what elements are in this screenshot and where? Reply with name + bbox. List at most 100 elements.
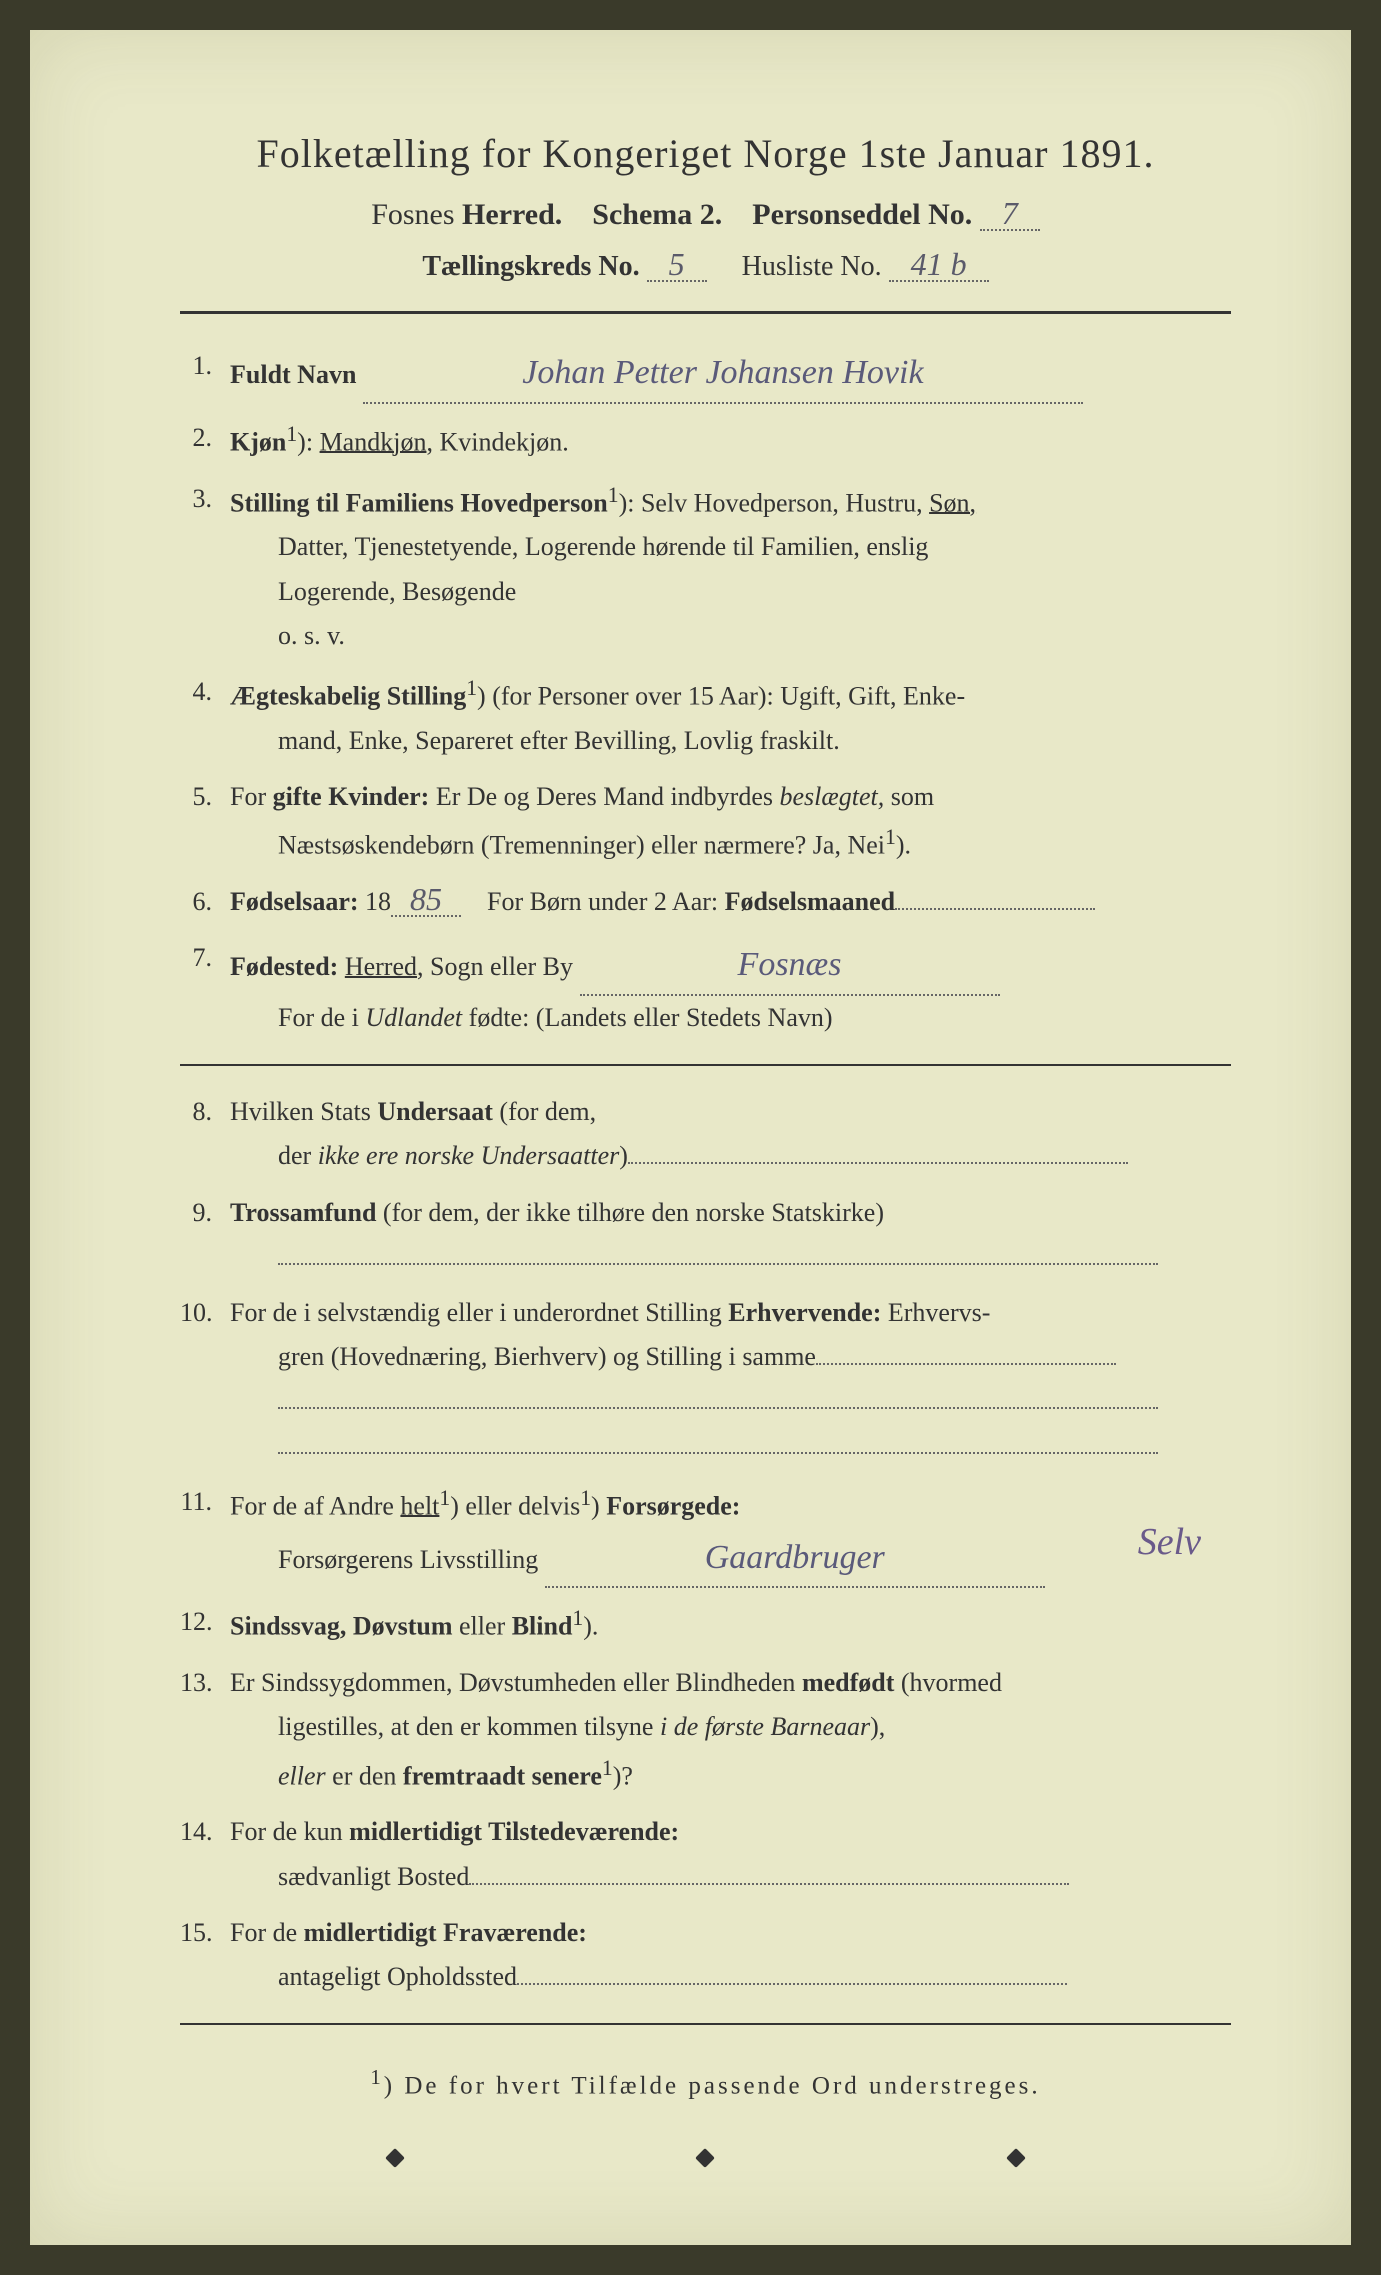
- item-5: 5. For gifte Kvinder: Er De og Deres Man…: [180, 775, 1231, 868]
- item-num: 10.: [180, 1291, 230, 1468]
- label-blind: Blind: [512, 1612, 573, 1641]
- header-row-1: Fosnes Herred. Schema 2. Personseddel No…: [180, 197, 1231, 232]
- husliste-label: Husliste No.: [742, 251, 882, 282]
- taellingskreds-no: 5: [647, 248, 707, 282]
- dot-mark: [385, 2148, 405, 2168]
- label-erhvervende: Erhvervende:: [728, 1298, 881, 1327]
- item-num: 2.: [180, 416, 230, 465]
- opt-son: Søn,: [929, 488, 976, 517]
- item-7: 7. Fødested: Herred, Sogn eller By Fosnæ…: [180, 936, 1231, 1040]
- label-sindssvag: Sindssvag, Døvstum: [230, 1612, 453, 1641]
- item-num: 3.: [180, 477, 230, 658]
- item-4: 4. Ægteskabelig Stilling1) (for Personer…: [180, 670, 1231, 763]
- opholdssted-field: [517, 1983, 1067, 1985]
- divider-bottom: [180, 2023, 1231, 2025]
- opt-mandkjon: Mandkjøn: [320, 427, 427, 456]
- binding-marks: [180, 2151, 1231, 2165]
- item-3-line2: Datter, Tjenestetyende, Logerende hørend…: [230, 525, 1231, 569]
- erhverv-field-1: [816, 1363, 1116, 1365]
- margin-selv: Selv: [1138, 1510, 1201, 1575]
- opt-kvindekjon: Kvindekjøn.: [439, 427, 568, 456]
- fodested-field: Fosnæs: [580, 936, 1000, 996]
- item-3-line4: o. s. v.: [230, 614, 1231, 658]
- item-10-line2: gren (Hovednæring, Bierhverv) og Stillin…: [230, 1335, 1231, 1379]
- item-num: 13.: [180, 1661, 230, 1798]
- personseddel-no: 7: [980, 197, 1040, 231]
- divider-top: [180, 311, 1231, 314]
- item-13-line2: ligestilles, at den er kommen tilsyne i …: [230, 1705, 1231, 1749]
- undersaat-field: [628, 1162, 1128, 1164]
- fuldt-navn-value: Johan Petter Johansen Hovik: [522, 354, 923, 391]
- taellingskreds-label: Tællingskreds No.: [422, 251, 639, 282]
- item-4-line2: mand, Enke, Separeret efter Bevilling, L…: [230, 719, 1231, 763]
- label-fodested: Fødested:: [230, 952, 338, 981]
- header-row-2: Tællingskreds No. 5 Husliste No. 41 b: [180, 248, 1231, 283]
- label-kjon: Kjøn: [230, 427, 286, 456]
- fodested-value: Fosnæs: [738, 946, 842, 983]
- schema-label: Schema 2.: [592, 198, 722, 231]
- herred-handwritten: Fosnes: [371, 198, 454, 231]
- item-num: 8.: [180, 1090, 230, 1178]
- item-num: 9.: [180, 1191, 230, 1279]
- item-num: 15.: [180, 1911, 230, 1999]
- item-14: 14. For de kun midlertidigt Tilstedevære…: [180, 1810, 1231, 1898]
- item-9: 9. Trossamfund (for dem, der ikke tilhør…: [180, 1191, 1231, 1279]
- label-gifte-kvinder: gifte Kvinder:: [273, 782, 430, 811]
- bosted-field: [469, 1883, 1069, 1885]
- opt-herred: Herred: [345, 952, 417, 981]
- forsorger-field: Gaardbruger: [545, 1529, 1045, 1589]
- item-num: 12.: [180, 1600, 230, 1649]
- herred-label: Herred.: [462, 198, 562, 231]
- label-fodselsmaaned: Fødselsmaaned: [725, 887, 895, 916]
- item-6: 6. Fødselsaar: 1885 For Børn under 2 Aar…: [180, 880, 1231, 924]
- item-8: 8. Hvilken Stats Undersaat (for dem, der…: [180, 1090, 1231, 1178]
- item-10: 10. For de i selvstændig eller i underor…: [180, 1291, 1231, 1468]
- label-fodselsaar: Fødselsaar:: [230, 887, 359, 916]
- label-fravaerende: midlertidigt Fraværende:: [304, 1918, 587, 1947]
- item-11-line2: Forsørgerens Livsstilling Gaardbruger: [230, 1529, 1231, 1589]
- personseddel-label: Personseddel No.: [752, 198, 972, 231]
- item-3: 3. Stilling til Familiens Hovedperson1):…: [180, 477, 1231, 658]
- forsorger-value: Gaardbruger: [705, 1539, 885, 1576]
- item-11: 11. For de af Andre helt1) eller delvis1…: [180, 1480, 1231, 1589]
- item-num: 14.: [180, 1810, 230, 1898]
- item-3-line3: Logerende, Besøgende: [230, 570, 1231, 614]
- item-15: 15. For de midlertidigt Fraværende: anta…: [180, 1911, 1231, 1999]
- erhverv-field-3: [230, 1424, 1231, 1468]
- label-undersaat: Undersaat: [377, 1097, 493, 1126]
- item-15-line2: antageligt Opholdssted: [230, 1955, 1231, 1999]
- trossamfund-field: [230, 1235, 1231, 1279]
- item-7-line2: For de i Udlandet fødte: (Landets eller …: [230, 996, 1231, 1040]
- item-13-line3: eller er den fremtraadt senere1)?: [230, 1750, 1231, 1799]
- dot-mark: [1006, 2148, 1026, 2168]
- dot-mark: [696, 2148, 716, 2168]
- label-stilling: Stilling til Familiens Hovedperson: [230, 488, 608, 517]
- divider-mid: [180, 1064, 1231, 1066]
- item-num: 11.: [180, 1480, 230, 1589]
- label-aegteskab: Ægteskabelig Stilling: [230, 682, 466, 711]
- item-8-line2: der ikke ere norske Undersaatter): [230, 1134, 1231, 1178]
- census-form-page: Folketælling for Kongeriget Norge 1ste J…: [30, 30, 1351, 2245]
- main-title: Folketælling for Kongeriget Norge 1ste J…: [180, 130, 1231, 177]
- husliste-no: 41 b: [889, 248, 989, 282]
- item-14-line2: sædvanligt Bosted: [230, 1855, 1231, 1899]
- label-tilstedevaerende: midlertidigt Tilstedeværende:: [349, 1817, 679, 1846]
- item-num: 7.: [180, 936, 230, 1040]
- erhverv-field-2: [230, 1379, 1231, 1423]
- label-fuldt-navn: Fuldt Navn: [230, 360, 356, 389]
- label-medfodt: medfødt: [802, 1668, 894, 1697]
- label-forsorgede: Forsørgede:: [606, 1491, 740, 1520]
- item-2: 2. Kjøn1): Mandkjøn, Kvindekjøn.: [180, 416, 1231, 465]
- item-5-line2: Næstsøskendebørn (Tremenninger) eller næ…: [230, 819, 1231, 868]
- fuldt-navn-field: Johan Petter Johansen Hovik: [363, 344, 1083, 404]
- footnote: 1) De for hvert Tilfælde passende Ord un…: [180, 2065, 1231, 2100]
- item-12: 12. Sindssvag, Døvstum eller Blind1).: [180, 1600, 1231, 1649]
- item-num: 6.: [180, 880, 230, 924]
- item-1: 1. Fuldt Navn Johan Petter Johansen Hovi…: [180, 344, 1231, 404]
- fodselsaar-value: 85: [391, 883, 461, 917]
- fodselsmaaned-field: [895, 908, 1095, 910]
- item-13: 13. Er Sindssygdommen, Døvstumheden elle…: [180, 1661, 1231, 1798]
- item-num: 1.: [180, 344, 230, 404]
- label-trossamfund: Trossamfund: [230, 1198, 376, 1227]
- item-num: 5.: [180, 775, 230, 868]
